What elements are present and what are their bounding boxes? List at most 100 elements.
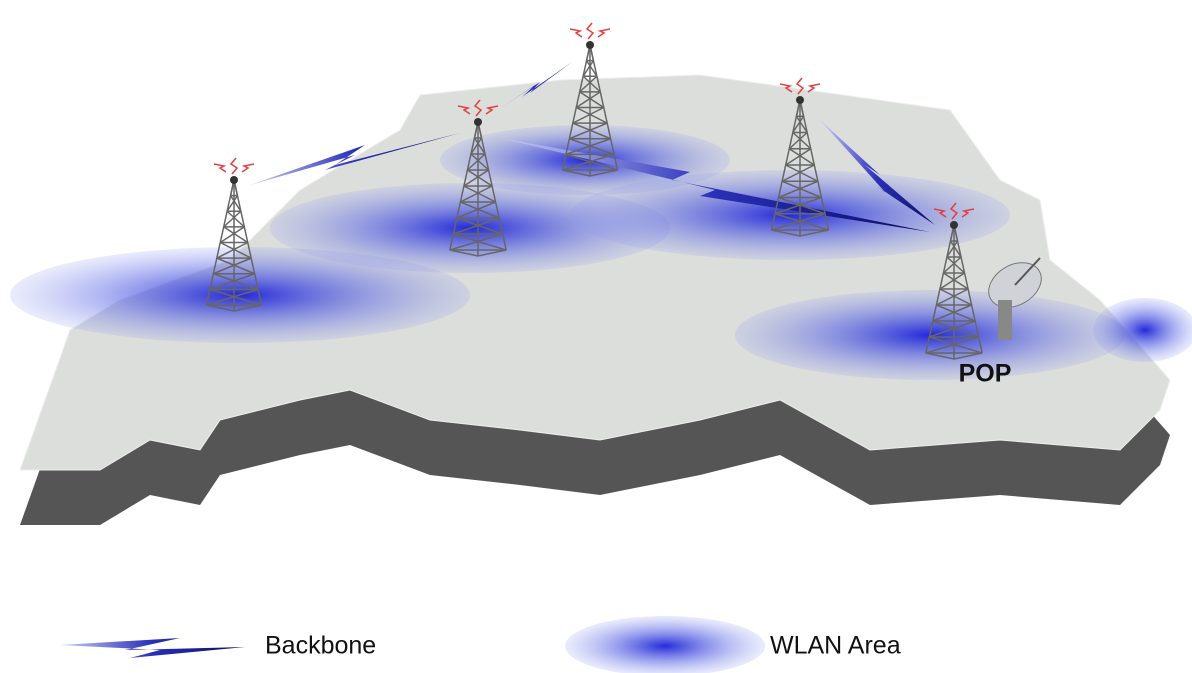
signal — [961, 208, 975, 218]
tower-brace — [466, 153, 486, 171]
tower-brace — [792, 131, 812, 150]
tower-brace — [774, 213, 829, 231]
tower — [770, 77, 830, 237]
signal — [597, 28, 611, 38]
signal — [779, 83, 793, 93]
tower-brace — [936, 288, 969, 306]
tower-base — [206, 304, 235, 312]
tower-brace — [219, 226, 245, 244]
tower-brace — [565, 153, 618, 171]
tower-brace — [572, 122, 611, 140]
tower-brace — [216, 241, 249, 259]
tower-brace — [229, 195, 242, 212]
tower-brace — [572, 106, 605, 124]
legend-label: Backbone — [265, 632, 376, 660]
tower-brace — [223, 226, 249, 244]
tower-brace — [771, 213, 826, 231]
tower-leg — [449, 121, 479, 251]
tower-brace — [946, 256, 966, 274]
tower-brace — [943, 272, 969, 290]
signal — [807, 83, 821, 93]
pop-label: POP — [959, 360, 1012, 388]
tower — [205, 157, 263, 312]
tower-brace — [929, 336, 983, 354]
signal — [457, 105, 471, 115]
legend-wlan-icon — [565, 616, 765, 673]
tower-brace — [575, 91, 601, 109]
tower-brace — [565, 138, 611, 156]
backbone-links — [250, 62, 935, 232]
legend: Backbone WLAN Area — [60, 616, 901, 673]
tower-brace — [463, 169, 489, 187]
tower-base — [771, 229, 801, 237]
tower-brace — [942, 256, 962, 274]
tower-brace — [213, 273, 259, 291]
tower-brace — [785, 148, 812, 166]
tower-brace — [929, 320, 976, 338]
tower-brace — [473, 137, 486, 155]
tower-brace — [453, 217, 500, 235]
tower-brace — [206, 288, 259, 306]
signal — [949, 202, 959, 220]
tower-brace — [453, 233, 507, 251]
tower-base — [953, 352, 983, 360]
tower-brace — [778, 196, 826, 215]
tower-brace — [788, 131, 808, 150]
tower-brace — [788, 148, 815, 166]
tower-brace — [216, 257, 255, 275]
tower-base — [562, 169, 591, 177]
signal — [485, 105, 499, 115]
tower-brace — [460, 201, 500, 219]
tower-brace — [585, 60, 598, 77]
tower-brace — [209, 273, 255, 291]
tower-brace — [778, 180, 819, 199]
tower-brace — [223, 210, 242, 228]
dish-feed — [1014, 257, 1041, 286]
tower-brace — [467, 169, 493, 187]
tower-brace — [781, 180, 822, 199]
legend-label: WLAN Area — [770, 632, 901, 660]
tower-brace — [460, 185, 493, 203]
backbone — [500, 138, 930, 232]
tower-brace — [470, 137, 483, 155]
tower-tip — [796, 96, 804, 104]
tower-brace — [213, 257, 252, 275]
tower-brace — [209, 288, 262, 306]
tower-brace — [795, 115, 808, 133]
tower-brace — [774, 196, 822, 215]
tower-brace — [456, 201, 496, 219]
tower-brace — [226, 195, 239, 212]
signal — [241, 163, 255, 173]
tower — [925, 202, 983, 360]
tower-base — [799, 229, 829, 237]
tower-brace — [932, 304, 972, 322]
dish-base — [998, 300, 1012, 340]
tower-tip — [950, 221, 958, 229]
tower-base — [477, 249, 507, 257]
tower-brace — [579, 91, 605, 109]
tower-brace — [946, 240, 959, 258]
tower-brace — [449, 233, 503, 251]
tower-base — [233, 304, 262, 312]
tower-brace — [932, 320, 979, 338]
tower-brace — [925, 336, 979, 354]
tower-brace — [939, 272, 965, 290]
tower-brace — [456, 217, 503, 235]
tower-tip — [230, 176, 238, 184]
tower-brace — [569, 138, 615, 156]
tower — [449, 99, 507, 257]
tower-brace — [226, 210, 245, 228]
tower-base — [925, 352, 955, 360]
wlan-area — [570, 170, 1010, 260]
tower-brace — [936, 304, 976, 322]
tower-brace — [792, 115, 805, 133]
tower-brace — [219, 241, 252, 259]
tower-leg — [477, 121, 507, 251]
signal — [229, 157, 239, 175]
signal — [795, 77, 805, 95]
tower-brace — [575, 106, 608, 124]
tower-tip — [586, 41, 594, 49]
tower-brace — [463, 185, 496, 203]
tower-brace — [582, 60, 595, 77]
